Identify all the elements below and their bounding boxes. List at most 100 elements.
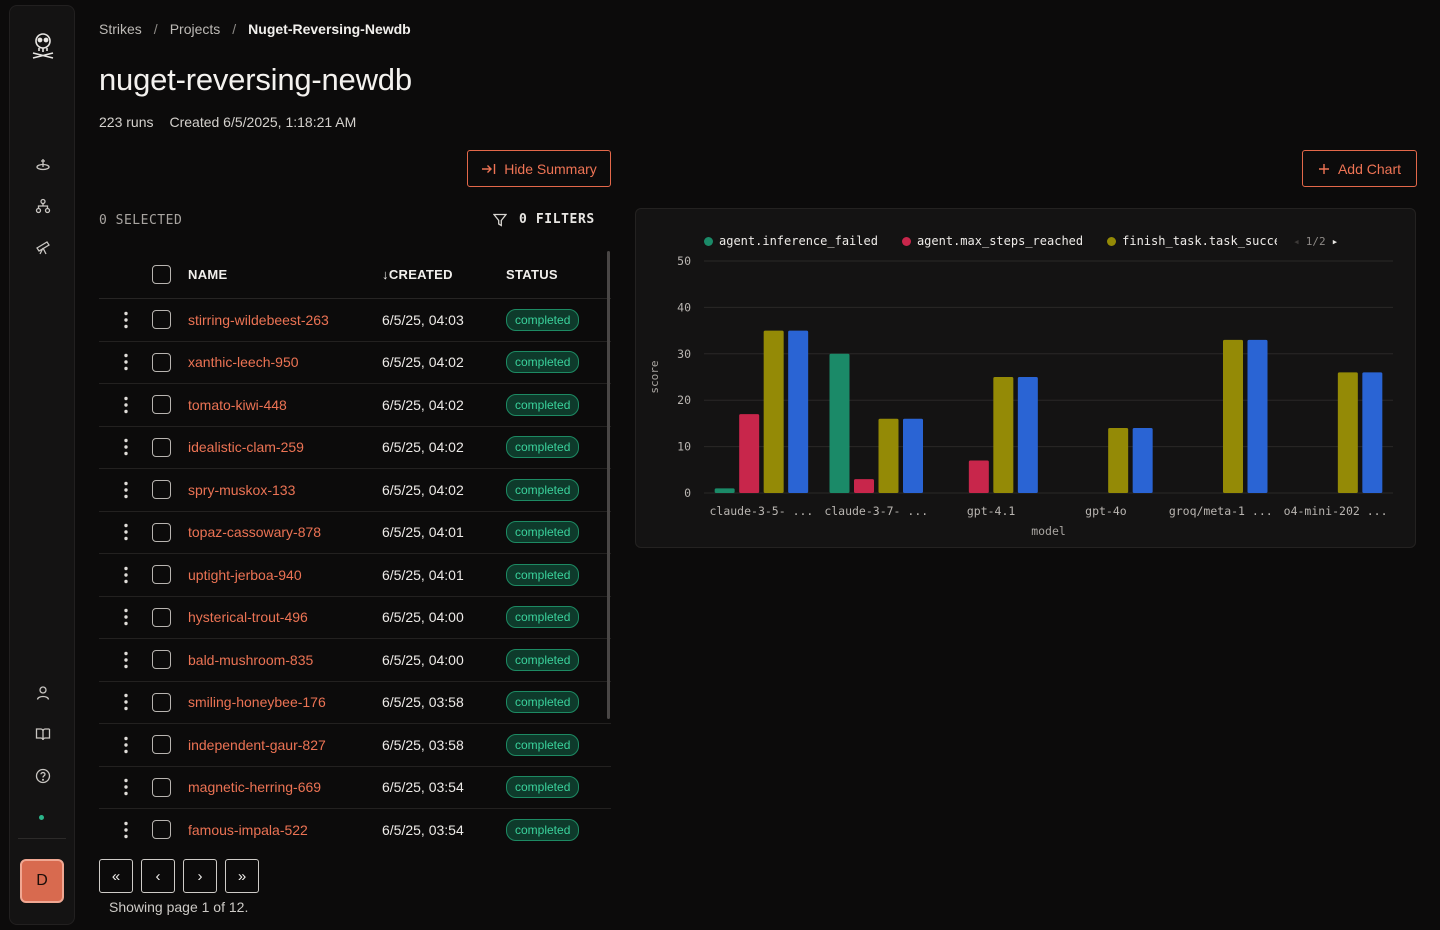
table-row[interactable]: smiling-honeybee-176 6/5/25, 03:58 complet… [99,682,611,724]
row-menu-icon[interactable] [99,523,152,541]
row-menu-icon[interactable] [99,693,152,711]
run-name[interactable]: smiling-honeybee-176 [188,694,326,711]
row-checkbox[interactable] [152,692,171,712]
add-chart-label: Add Chart [1337,160,1402,177]
avatar-initial: D [36,872,48,889]
legend-item-inference-failed[interactable]: agent.inference_failed [704,234,878,248]
row-menu-icon[interactable] [99,778,152,796]
run-name[interactable]: independent-gaur-827 [188,736,326,753]
table-row[interactable]: independent-gaur-827 6/5/25, 03:58 complet… [99,724,611,767]
legend-pager: ◂ 1/2 ▸ [1293,235,1338,248]
run-name[interactable]: hysterical-trout-496 [188,609,308,626]
logo-icon[interactable] [29,32,57,60]
row-checkbox[interactable] [152,522,171,542]
header-status[interactable]: STATUS [506,267,558,282]
run-name[interactable]: xanthic-leech-950 [188,354,299,371]
run-name[interactable]: tomato-kiwi-448 [188,396,287,413]
row-checkbox[interactable] [152,437,171,457]
breadcrumb-projects[interactable]: Projects [169,21,221,37]
legend-next-icon[interactable]: ▸ [1331,234,1339,248]
legend-swatch [901,236,911,246]
network-icon[interactable] [32,195,54,217]
status-badge: completed [506,733,580,756]
row-menu-icon[interactable] [99,736,152,754]
row-menu-icon[interactable] [99,481,152,499]
filters-button[interactable]: 0 FILTERS [493,212,595,227]
table-row[interactable]: stirring-wildebeest-263 6/5/25, 04:03 comp… [99,299,611,342]
table-scrollbar[interactable] [607,251,610,719]
status-badge: completed [506,521,580,544]
legend-prev-icon[interactable]: ◂ [1293,234,1300,248]
row-menu-icon[interactable] [99,353,152,371]
row-checkbox[interactable] [152,607,171,627]
next-page-button[interactable]: › [183,859,217,893]
row-menu-icon[interactable] [99,438,152,456]
select-all-checkbox[interactable] [152,265,171,284]
table-row[interactable]: topaz-cassowary-878 6/5/25, 04:01 complete… [99,512,611,554]
book-icon[interactable] [32,723,54,745]
legend-label: agent.inference_failed [719,234,878,248]
run-name[interactable]: bald-mushroom-835 [188,651,314,668]
run-name[interactable]: famous-impala-522 [188,821,308,838]
hide-summary-label: Hide Summary [504,160,597,177]
legend-label: agent.max_steps_reached [916,234,1084,248]
table-row[interactable]: famous-impala-522 6/5/25, 03:54 completed [99,809,611,843]
row-checkbox[interactable] [152,650,171,670]
legend-item-task-success[interactable]: finish_task.task_succe [1107,234,1277,248]
first-page-button[interactable]: « [99,859,133,893]
row-menu-icon[interactable] [99,396,152,414]
hide-summary-button[interactable]: Hide Summary [467,150,611,187]
help-icon[interactable] [32,765,54,787]
row-menu-icon[interactable] [99,311,152,329]
row-check-cell [152,352,188,372]
row-menu-icon[interactable] [99,651,152,669]
row-checkbox[interactable] [152,735,171,755]
table-row[interactable]: hysterical-trout-496 6/5/25, 04:00 complet… [99,597,611,639]
row-checkbox[interactable] [152,480,171,500]
run-name[interactable]: spry-muskox-133 [188,481,296,498]
status-badge: completed [506,776,580,799]
table-row[interactable]: uptight-jerboa-940 6/5/25, 04:01 completed [99,554,611,597]
row-menu-icon[interactable] [99,566,152,584]
row-checkbox[interactable] [152,777,171,797]
row-check-cell [152,522,188,542]
user-icon[interactable] [32,682,54,704]
bar [763,330,784,493]
bar [739,414,760,493]
legend-item-max-steps[interactable]: agent.max_steps_reached [901,234,1084,248]
table-row[interactable]: xanthic-leech-950 6/5/25, 04:02 completed [99,342,611,384]
add-chart-button[interactable]: Add Chart [1302,150,1417,187]
row-check-cell [152,820,188,840]
table-row[interactable]: spry-muskox-133 6/5/25, 04:02 completed [99,469,611,512]
run-created: 6/5/25, 04:01 [382,566,464,583]
row-checkbox[interactable] [152,395,171,415]
header-name[interactable]: NAME [188,267,228,282]
header-created[interactable]: ↓CREATED [382,267,506,282]
run-name[interactable]: topaz-cassowary-878 [188,524,322,541]
last-page-button[interactable]: » [225,859,259,893]
row-menu-icon[interactable] [99,821,152,839]
row-checkbox[interactable] [152,310,171,330]
run-created: 6/5/25, 03:54 [382,821,464,838]
row-checkbox[interactable] [152,565,171,585]
row-menu-icon[interactable] [99,608,152,626]
table-row[interactable]: idealistic-clam-259 6/5/25, 04:02 complete… [99,427,611,469]
table-row[interactable]: magnetic-herring-669 6/5/25, 03:54 complet… [99,767,611,809]
breadcrumb-strikes[interactable]: Strikes [99,21,142,37]
row-checkbox[interactable] [152,352,171,372]
target-icon[interactable] [32,154,54,176]
table-row[interactable]: bald-mushroom-835 6/5/25, 04:00 completed [99,639,611,682]
prev-page-button[interactable]: ‹ [141,859,175,893]
run-status-cell: completed [506,648,606,671]
x-tick-label: o4-mini-202 ... [1284,504,1388,518]
run-name[interactable]: uptight-jerboa-940 [188,566,302,583]
table-row[interactable]: tomato-kiwi-448 6/5/25, 04:02 completed [99,384,611,427]
run-name[interactable]: stirring-wildebeest-263 [188,311,329,328]
breadcrumb-separator: / [232,21,237,37]
telescope-icon[interactable] [32,236,54,258]
row-checkbox[interactable] [152,820,171,840]
run-name[interactable]: magnetic-herring-669 [188,779,322,796]
run-name[interactable]: idealistic-clam-259 [188,439,304,456]
avatar[interactable]: D [20,859,64,903]
bar [903,418,923,493]
